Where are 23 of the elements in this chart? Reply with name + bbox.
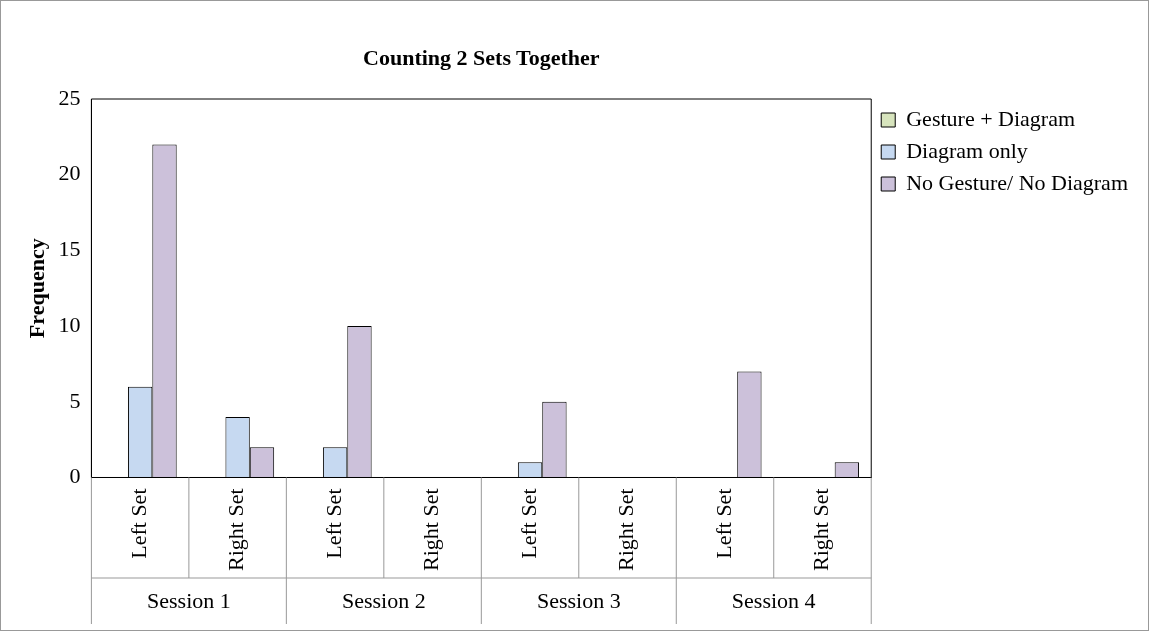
legend-label: Diagram only [906, 137, 1028, 163]
y-tick-label: 5 [69, 387, 81, 413]
x-tick-label: Right Set [613, 488, 639, 571]
y-axis-title: Frequency [23, 238, 49, 339]
x-tick-label: Left Set [320, 488, 346, 559]
text: Session 4 [731, 587, 816, 613]
x-tick-label: Right Set [808, 488, 834, 571]
x-tick-label: Left Set [710, 488, 736, 559]
x-tick-label: Right Set [418, 488, 444, 571]
text: Session 3 [536, 587, 621, 613]
x-tick-label: Left Set [515, 488, 541, 559]
text: Session 1 [147, 587, 231, 613]
legend-label: No Gesture/ No Diagram [906, 169, 1129, 195]
chart-title: Counting 2 Sets Together [363, 44, 600, 70]
y-tick-label: 15 [58, 236, 81, 262]
text: Session 2 [341, 587, 426, 613]
legend-label: Gesture + Diagram [906, 105, 1076, 131]
y-tick-label: 10 [58, 311, 81, 337]
y-tick-label: 25 [58, 84, 81, 110]
y-tick-label: 20 [58, 160, 81, 186]
y-tick-label: 0 [69, 463, 81, 489]
x-tick-label: Left Set [125, 488, 151, 559]
x-tick-label: Right Set [223, 488, 249, 571]
